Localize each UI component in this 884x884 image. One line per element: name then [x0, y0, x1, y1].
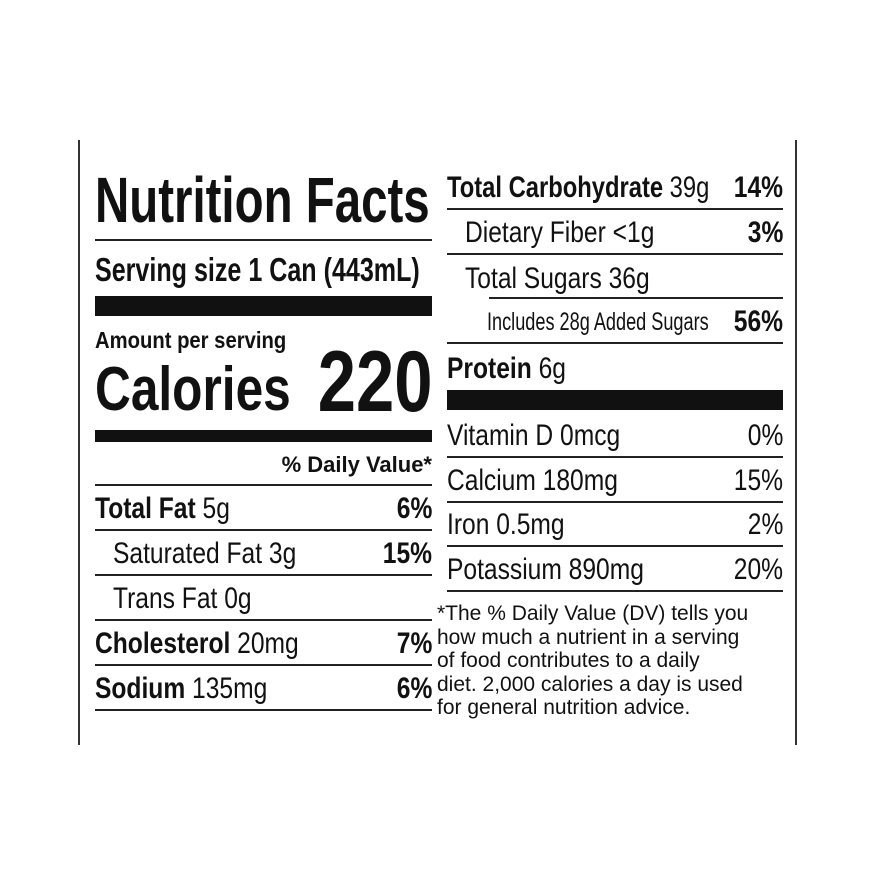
nutrient-amount: 6g	[538, 352, 566, 385]
right-border-line	[795, 140, 797, 745]
nutrient-row-total-sugars: Total Sugars 36g	[447, 254, 783, 299]
nutrient-name: Protein	[447, 352, 532, 385]
micronutrient-name: Calcium 180mg	[447, 464, 618, 497]
nutrient-amount: <1g	[612, 216, 655, 249]
nutrient-row-saturated-fat: Saturated Fat 3g 15%	[95, 531, 432, 576]
nutrient-name: Saturated Fat	[113, 537, 263, 570]
serving-size: Serving size 1 Can (443mL)	[95, 251, 420, 288]
nutrient-row-cholesterol: Cholesterol 20mg 7%	[95, 621, 432, 666]
micronutrient-name: Potassium 890mg	[447, 553, 644, 586]
nutrient-row-total-carbohydrate: Total Carbohydrate 39g 14%	[447, 165, 783, 210]
nutrient-name: Includes 28g Added Sugars	[487, 308, 709, 336]
micronutrient-row-vitamin-d: Vitamin D 0mcg 0%	[447, 413, 783, 458]
nutrient-name: Total Fat	[95, 492, 196, 525]
micronutrient-row-iron: Iron 0.5mg 2%	[447, 502, 783, 547]
nutrient-name: Dietary Fiber	[465, 216, 606, 249]
nutrient-dv: 3%	[747, 216, 783, 249]
amount-per-serving: Amount per serving	[95, 327, 287, 353]
calories-value: 220	[317, 334, 432, 430]
micronutrient-dv: 2%	[747, 508, 783, 541]
micronutrient-dv: 20%	[733, 553, 783, 586]
title-row: Nutrition Facts	[95, 168, 432, 241]
daily-value-header-text: % Daily Value*	[281, 452, 432, 477]
nutrient-amount: 36g	[608, 262, 650, 295]
nutrient-row-dietary-fiber: Dietary Fiber <1g 3%	[447, 210, 783, 255]
nutrient-dv: 56%	[733, 305, 783, 338]
micronutrient-name: Iron 0.5mg	[447, 508, 565, 541]
micronutrient-dv: 15%	[733, 464, 783, 497]
nutrient-row-protein: Protein 6g	[447, 344, 783, 389]
nutrient-name: Total Sugars	[465, 262, 602, 295]
nutrient-amount: 0g	[224, 582, 252, 615]
thick-divider	[95, 430, 432, 442]
indented-divider	[489, 297, 783, 299]
nutrient-amount: 20mg	[237, 627, 299, 660]
left-border-line	[78, 140, 80, 745]
nutrient-amount: 5g	[202, 492, 230, 525]
nutrient-dv: 14%	[733, 171, 783, 204]
nutrient-dv: 6%	[396, 672, 432, 705]
nutrient-dv: 7%	[396, 627, 432, 660]
right-column: Total Carbohydrate 39g 14% Dietary Fiber…	[437, 0, 783, 884]
nutrient-dv: 15%	[382, 537, 432, 570]
micronutrient-row-calcium: Calcium 180mg 15%	[447, 458, 783, 503]
nutrient-name: Total Carbohydrate	[447, 171, 664, 204]
left-column: Nutrition Facts Serving size 1 Can (443m…	[95, 0, 432, 884]
nutrient-name: Trans Fat	[113, 582, 218, 615]
thick-divider	[447, 390, 783, 410]
thick-divider	[95, 296, 432, 316]
micronutrient-dv: 0%	[747, 419, 783, 452]
nutrient-amount: 3g	[268, 537, 297, 570]
micronutrient-row-potassium: Potassium 890mg 20%	[447, 547, 783, 592]
page-title: Nutrition Facts	[95, 164, 430, 236]
nutrient-row-added-sugars: Includes 28g Added Sugars 56%	[447, 299, 783, 344]
footnote: *The % Daily Value (DV) tells you how mu…	[437, 602, 749, 719]
daily-value-header: % Daily Value*	[95, 448, 432, 486]
nutrient-name: Cholesterol	[95, 627, 231, 660]
nutrient-amount: 135mg	[192, 672, 268, 705]
nutrient-name: Sodium	[95, 672, 186, 705]
nutrient-amount: 39g	[669, 171, 710, 204]
serving-size-row: Serving size 1 Can (443mL)	[95, 250, 432, 290]
calories-label: Calories	[95, 355, 291, 424]
micronutrient-name: Vitamin D 0mcg	[447, 419, 621, 452]
nutrient-dv: 6%	[396, 492, 432, 525]
calories-row: Calories 220	[95, 339, 432, 425]
amount-per-serving-row: Amount per serving	[95, 326, 432, 354]
nutrient-row-sodium: Sodium 135mg 6%	[95, 666, 432, 711]
nutrient-row-trans-fat: Trans Fat 0g	[95, 576, 432, 621]
nutrient-row-total-fat: Total Fat 5g 6%	[95, 486, 432, 531]
